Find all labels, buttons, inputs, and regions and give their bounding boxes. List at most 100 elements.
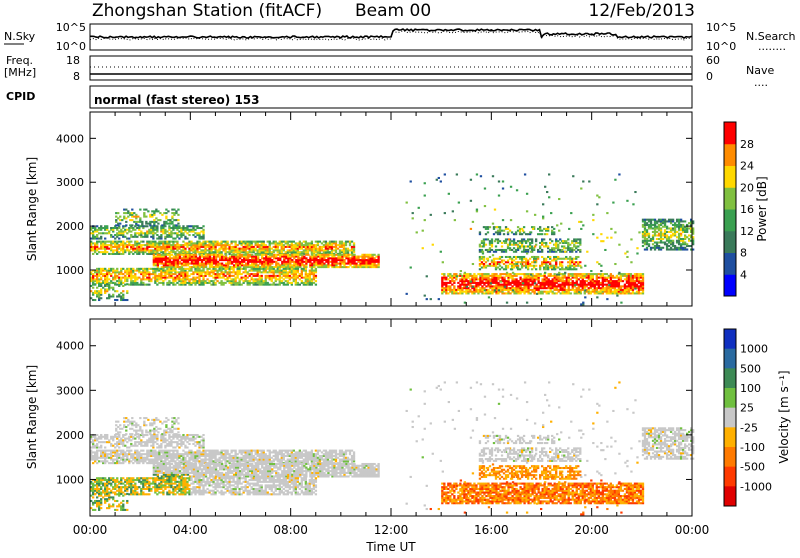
power-cell <box>203 263 205 265</box>
power-cell <box>112 249 114 251</box>
power-cell <box>309 264 311 266</box>
power-cell <box>241 261 243 263</box>
power-cell <box>168 280 170 282</box>
power-cell <box>153 221 155 223</box>
power-cell <box>234 241 236 243</box>
power-cell <box>231 266 233 268</box>
power-cell <box>638 231 640 233</box>
power-cell <box>551 233 553 235</box>
power-cell <box>424 195 426 197</box>
power-cell <box>646 224 648 226</box>
power-cell <box>167 266 169 268</box>
power-cell <box>136 284 138 286</box>
power-cell <box>215 259 217 261</box>
power-cell <box>277 271 279 273</box>
power-cell <box>526 210 528 212</box>
power-cell <box>112 242 114 244</box>
power-cell <box>128 241 130 243</box>
power-cell <box>192 251 194 253</box>
power-cell <box>459 287 461 289</box>
power-cell <box>481 285 483 287</box>
power-cell <box>293 261 295 263</box>
power-cell <box>243 277 245 279</box>
power-cell <box>303 246 305 248</box>
power-cell <box>196 232 198 234</box>
power-cell <box>157 254 159 256</box>
power-cell <box>162 244 164 246</box>
power-cell <box>517 292 519 294</box>
power-cell <box>590 287 592 289</box>
power-cell <box>507 231 509 233</box>
power-cell <box>644 238 646 240</box>
power-cell <box>678 234 680 236</box>
power-cell <box>349 261 351 263</box>
power-cell <box>277 251 279 253</box>
power-cell <box>608 287 610 289</box>
power-cell <box>130 278 132 280</box>
power-cell <box>347 249 349 251</box>
power-cell <box>529 277 531 279</box>
power-cell <box>537 287 539 289</box>
power-cell <box>285 246 287 248</box>
power-cell <box>525 277 527 279</box>
power-cell <box>175 257 177 259</box>
power-cell <box>424 182 426 184</box>
power-cell <box>94 229 96 231</box>
power-cell <box>375 264 377 266</box>
power-cell <box>185 264 187 266</box>
power-cell <box>126 268 128 270</box>
power-cell <box>273 275 275 277</box>
power-cell <box>509 275 511 277</box>
power-cell <box>626 251 628 253</box>
power-cell <box>269 275 271 277</box>
power-cell <box>598 196 600 198</box>
power-cell <box>664 226 666 228</box>
power-cell <box>190 229 192 231</box>
power-cell <box>212 244 214 246</box>
power-cell <box>666 231 668 233</box>
power-cell <box>630 277 632 279</box>
power-cell <box>628 278 630 280</box>
power-cell <box>602 277 604 279</box>
power-cell <box>146 249 148 251</box>
power-cell <box>289 256 291 258</box>
power-cell <box>479 245 481 247</box>
power-cell <box>247 263 249 265</box>
power-cell <box>367 261 369 263</box>
power-cell <box>174 278 176 280</box>
power-cell <box>628 273 630 275</box>
power-cell <box>325 259 327 261</box>
power-cell <box>658 227 660 229</box>
power-cell <box>293 273 295 275</box>
power-cell <box>283 278 285 280</box>
power-cell <box>146 248 148 250</box>
power-cell <box>495 258 497 260</box>
power-cell <box>108 231 110 233</box>
power-cell <box>506 302 508 304</box>
power-cell <box>483 265 485 267</box>
power-cell <box>499 277 501 279</box>
power-cell <box>335 254 337 256</box>
power-cell <box>373 261 375 263</box>
power-cell <box>584 277 586 279</box>
power-cell <box>357 256 359 258</box>
power-cell <box>565 247 567 249</box>
power-cell <box>172 241 174 243</box>
power-cell <box>457 282 459 284</box>
power-cell <box>572 277 574 279</box>
power-cell <box>188 241 190 243</box>
power-cell <box>281 263 283 265</box>
power-cell <box>493 263 495 265</box>
power-cell <box>315 277 317 279</box>
power-cell <box>247 266 249 268</box>
power-cell <box>495 292 497 294</box>
power-cell <box>281 251 283 253</box>
power-cell <box>542 287 544 289</box>
power-cell <box>142 278 144 280</box>
power-cell <box>534 261 536 263</box>
power-cell <box>594 273 596 275</box>
power-cell <box>182 271 184 273</box>
power-cell <box>578 289 580 291</box>
power-cell <box>275 271 277 273</box>
power-cell <box>554 284 556 286</box>
